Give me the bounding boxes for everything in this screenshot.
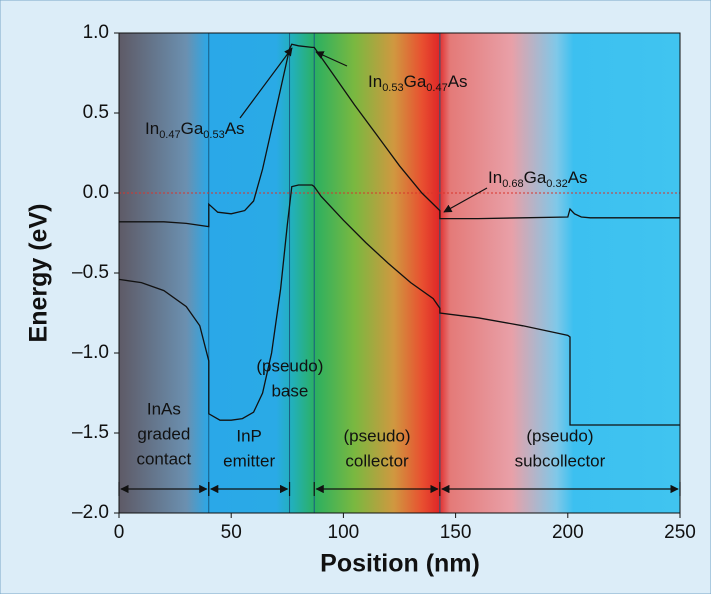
annotation-arrow [315, 51, 348, 67]
region-label: subcollector [515, 451, 606, 470]
band-edge-line [118, 184, 680, 426]
x-tick-label: 0 [114, 522, 125, 543]
x-tick-label: 150 [440, 522, 472, 543]
y-tick-label: 0.5 [83, 102, 109, 123]
annotation-subscript: 0.53 [382, 82, 403, 94]
x-tick-label: 200 [552, 522, 584, 543]
y-tick-label: –1.5 [72, 422, 109, 443]
region-label: (pseudo) [344, 426, 411, 445]
y-tick-label: 1.0 [83, 22, 109, 43]
x-tick-label: 250 [664, 522, 696, 543]
annotation-text: As [225, 119, 245, 138]
annotation-text: As [448, 72, 468, 91]
annotation-text: In [145, 119, 159, 138]
annotation-text: In [488, 168, 502, 187]
x-axis-label: Position (nm) [320, 550, 480, 578]
region-label: InAs [147, 399, 181, 418]
y-axis-label: Energy (eV) [25, 204, 53, 343]
region-label: emitter [223, 451, 275, 470]
annotation-subscript: 0.68 [502, 178, 523, 190]
region-label: graded [137, 424, 190, 443]
annotation: In0.68Ga0.32As [488, 168, 588, 189]
region-label: collector [345, 451, 409, 470]
band-edge-line [119, 43, 680, 228]
region-label: (pseudo) [526, 426, 593, 445]
annotation-text: As [568, 168, 588, 187]
x-tick-label: 100 [328, 522, 360, 543]
annotation: In0.53Ga0.47As [368, 72, 468, 93]
annotation-subscript: 0.47 [159, 129, 180, 141]
annotation-text: Ga [404, 72, 427, 91]
annotation-text: Ga [181, 119, 204, 138]
annotation: In0.47Ga0.53As [145, 119, 245, 140]
region-label: InP [236, 426, 262, 445]
annotation-subscript: 0.47 [426, 82, 447, 94]
y-tick-label: –1.0 [72, 342, 109, 363]
annotation-text: In [368, 72, 382, 91]
x-tick-label: 50 [221, 522, 242, 543]
region-label: contact [136, 449, 191, 468]
y-tick-label: –2.0 [72, 502, 109, 523]
region-label: (pseudo) [256, 356, 323, 375]
annotation-subscript: 0.32 [546, 178, 567, 190]
annotation-text: Ga [524, 168, 547, 187]
y-tick-label: –0.5 [72, 262, 109, 283]
annotation-subscript: 0.53 [203, 129, 224, 141]
annotation-arrow [239, 47, 293, 119]
y-tick-label: 0.0 [83, 182, 109, 203]
region-label: base [271, 381, 308, 400]
annotation-arrow [443, 187, 488, 213]
